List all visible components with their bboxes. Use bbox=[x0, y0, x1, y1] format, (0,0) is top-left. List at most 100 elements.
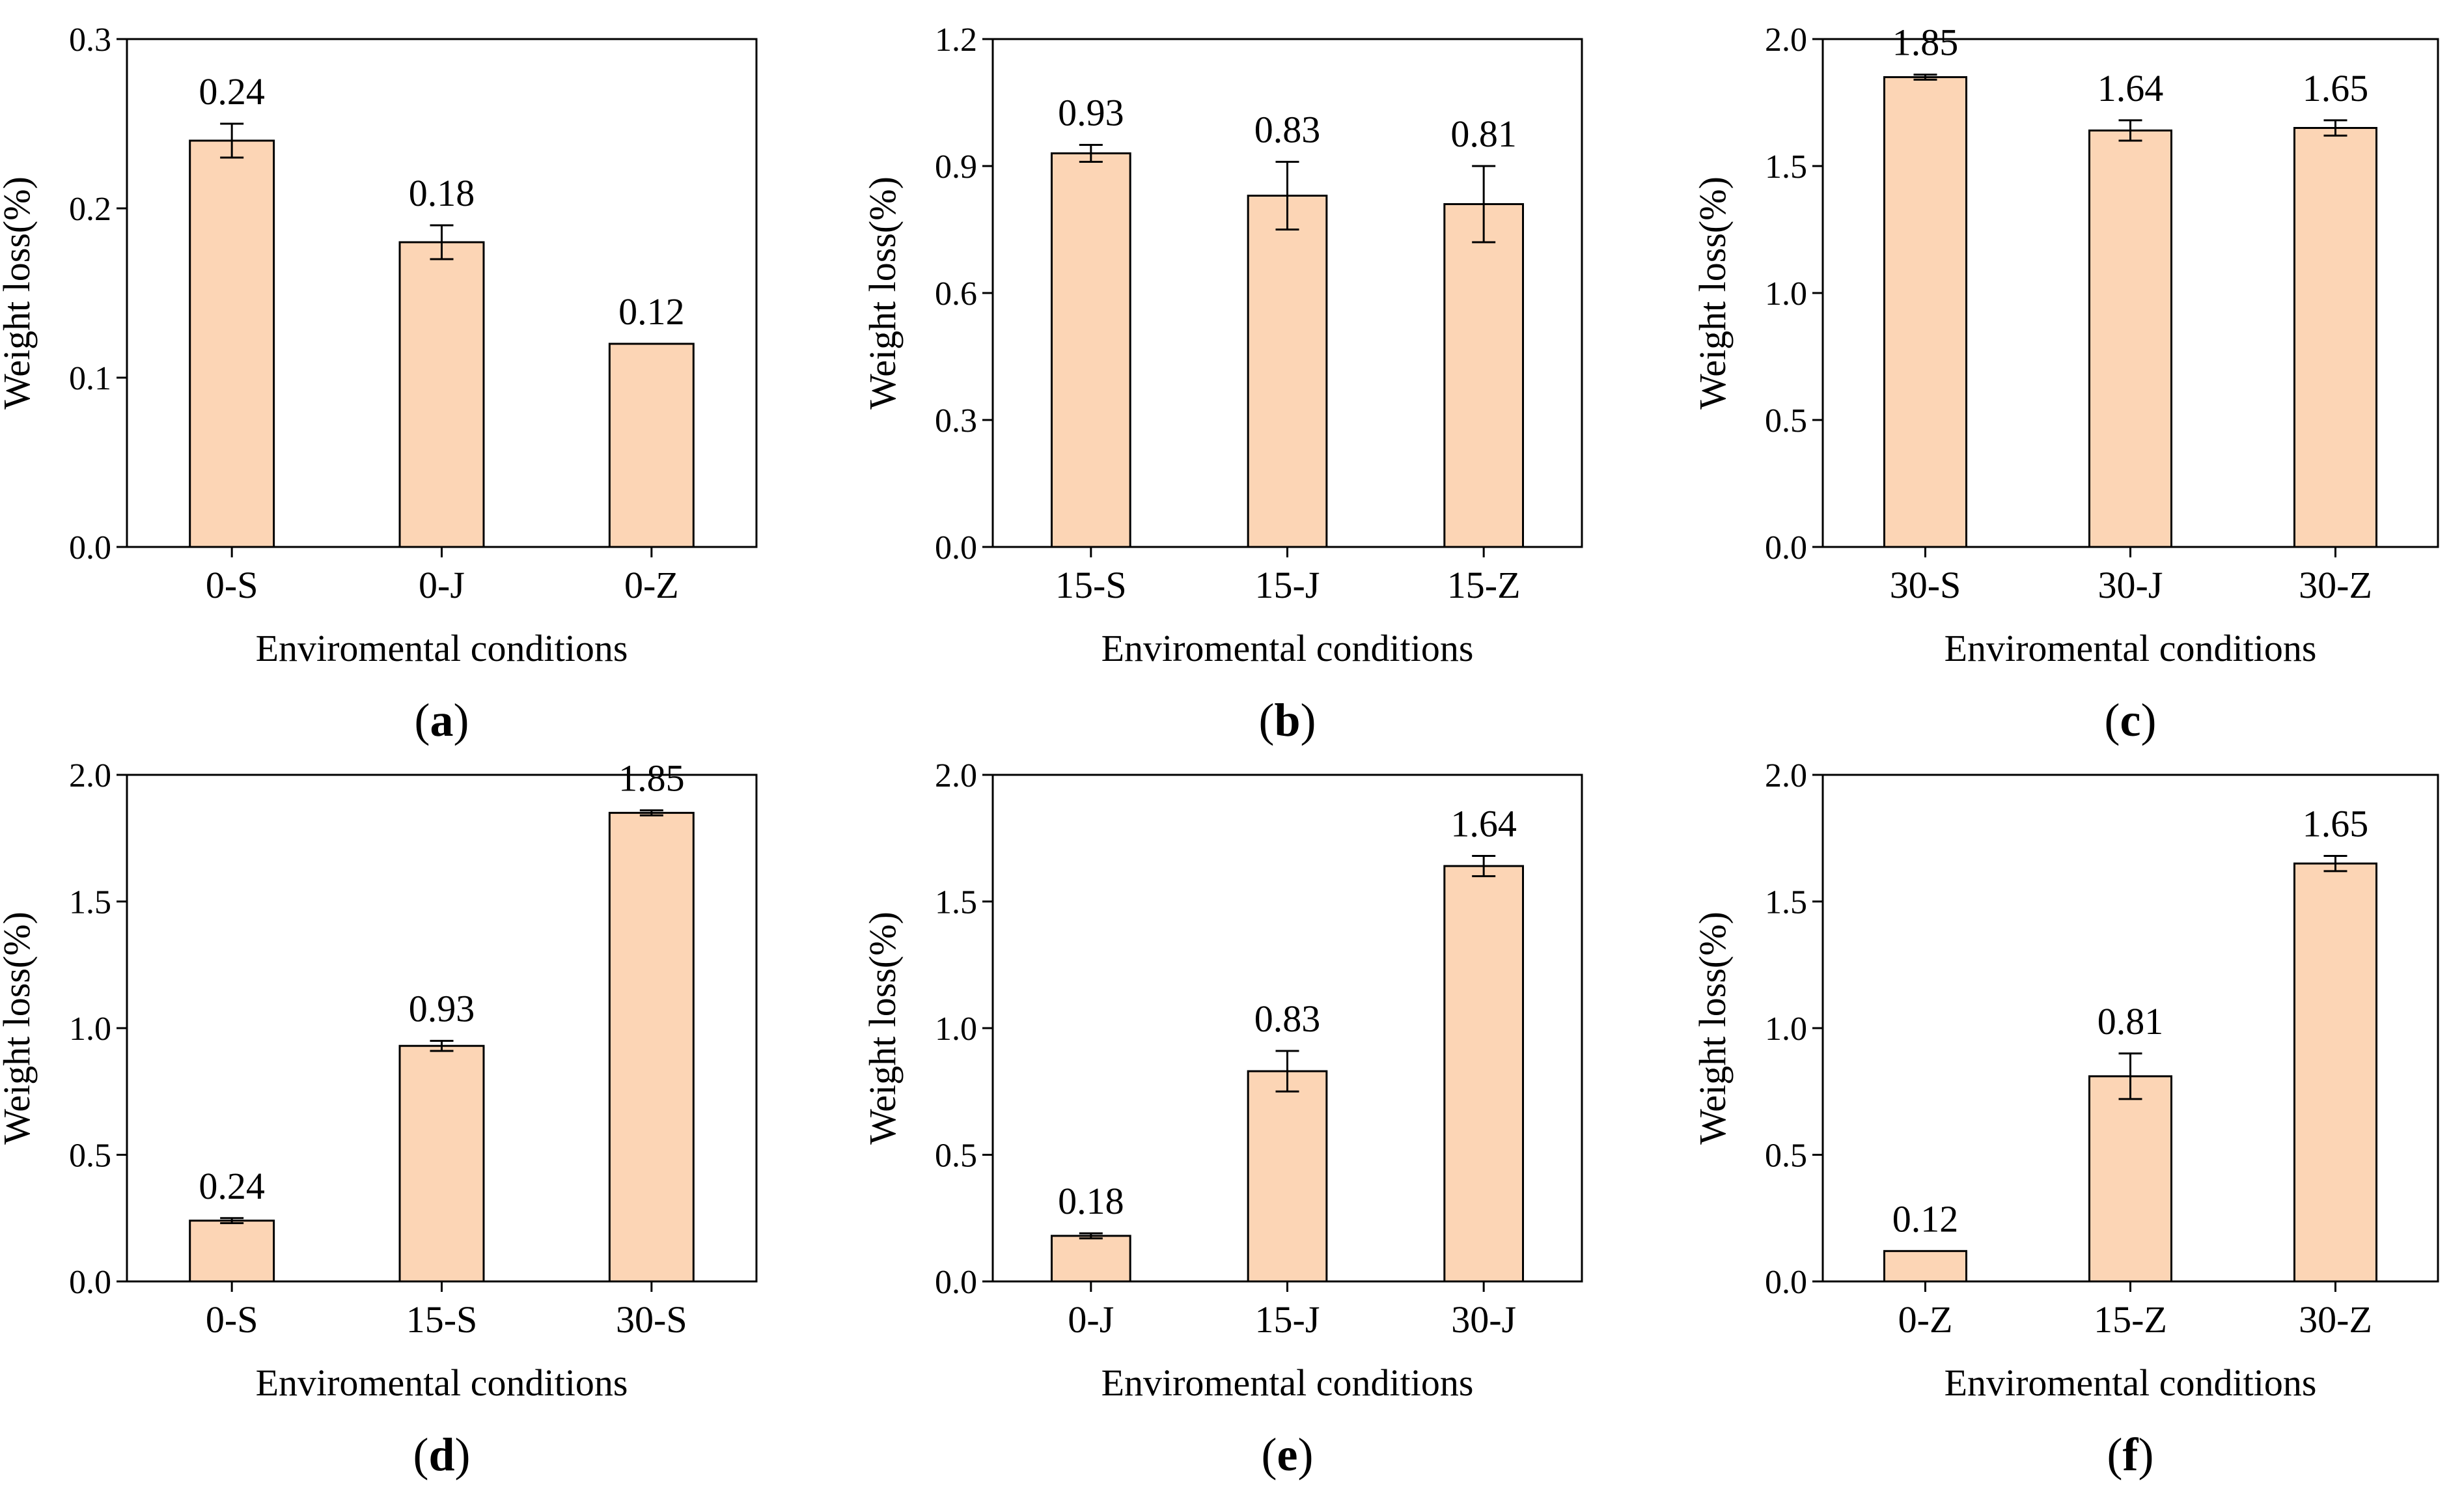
chart-panel-d: 0.0 0.5 1.0 1.5 2.0 0.24 0-S 0.93 15-S 1.85 30-S En… bbox=[0, 757, 758, 1481]
y-axis-title: Weight loss(%) bbox=[0, 176, 38, 410]
x-tick-label: 0-J bbox=[419, 564, 465, 606]
data-label: 0.18 bbox=[1058, 1180, 1124, 1222]
y-tick-label: 0.0 bbox=[935, 529, 977, 566]
bar-30-J[interactable] bbox=[1443, 865, 1524, 1283]
caption-paren-close: ) bbox=[1297, 1429, 1313, 1481]
caption-paren-close: ) bbox=[2140, 694, 2156, 746]
y-tick-label: 2.0 bbox=[1765, 757, 1807, 794]
caption-letter: e bbox=[1277, 1429, 1298, 1481]
x-tick-label: 30-S bbox=[1890, 564, 1961, 606]
bar-15-J[interactable] bbox=[1247, 195, 1328, 548]
x-tick-label: 15-Z bbox=[1447, 564, 1521, 606]
y-tick-label: 0.5 bbox=[1765, 402, 1807, 440]
caption-paren-close: ) bbox=[2138, 1429, 2153, 1481]
data-label: 1.65 bbox=[2303, 67, 2369, 109]
bar-15-Z[interactable] bbox=[2088, 1075, 2172, 1283]
caption-letter: a bbox=[430, 694, 454, 746]
y-tick-label: 0.0 bbox=[69, 1264, 111, 1301]
y-tick-label: 1.0 bbox=[1765, 275, 1807, 313]
bar-0-Z[interactable] bbox=[1883, 1250, 1967, 1283]
y-tick-label: 0.3 bbox=[69, 21, 111, 59]
y-tick-label: 0.0 bbox=[935, 1264, 977, 1301]
bar-30-Z[interactable] bbox=[2293, 862, 2377, 1283]
y-tick-label: 1.2 bbox=[935, 21, 977, 59]
x-tick-label: 0-S bbox=[206, 1298, 258, 1341]
data-label: 0.83 bbox=[1254, 109, 1321, 151]
panel-caption: (c) bbox=[2105, 694, 2157, 746]
y-tick-label: 0.6 bbox=[935, 275, 977, 313]
data-label: 1.64 bbox=[1450, 802, 1517, 845]
bar-30-S[interactable] bbox=[1883, 76, 1967, 548]
bar-0-J[interactable] bbox=[398, 241, 485, 548]
bar-15-Z[interactable] bbox=[1443, 203, 1524, 548]
data-label: 0.12 bbox=[1892, 1197, 1959, 1240]
data-label: 1.65 bbox=[2303, 802, 2369, 845]
y-axis-title: Weight loss(%) bbox=[861, 176, 904, 410]
y-tick-label: 0.0 bbox=[1765, 529, 1807, 566]
x-tick-label: 0-Z bbox=[1898, 1298, 1953, 1341]
caption-paren-open: ( bbox=[1262, 1429, 1277, 1481]
y-axis-title: Weight loss(%) bbox=[1691, 912, 1734, 1145]
caption-paren-open: ( bbox=[2105, 694, 2120, 746]
data-label: 0.24 bbox=[199, 1165, 265, 1207]
bar-15-J[interactable] bbox=[1247, 1070, 1328, 1283]
caption-letter: b bbox=[1274, 694, 1300, 746]
x-tick-label: 15-S bbox=[1055, 564, 1127, 606]
bar-0-S[interactable] bbox=[189, 1220, 275, 1283]
chart-panel-e: 0.0 0.5 1.0 1.5 2.0 0.18 0-J 0.83 15-J 1.64 30-J En… bbox=[861, 757, 1583, 1481]
data-label: 1.85 bbox=[1892, 21, 1959, 64]
data-label: 0.12 bbox=[618, 290, 685, 333]
y-tick-label: 1.0 bbox=[935, 1011, 977, 1048]
panel-caption: (a) bbox=[415, 694, 469, 746]
data-label: 0.93 bbox=[1058, 92, 1124, 134]
caption-letter: c bbox=[2120, 694, 2141, 746]
y-tick-label: 1.5 bbox=[1765, 148, 1807, 186]
bar-15-S[interactable] bbox=[398, 1044, 485, 1283]
y-tick-label: 1.5 bbox=[69, 884, 111, 921]
chart-panel-b: 0.0 0.3 0.6 0.9 1.2 0.93 15-S 0.83 15-J 0.81 15-Z E… bbox=[861, 21, 1583, 746]
caption-letter: d bbox=[428, 1429, 454, 1481]
bar-30-J[interactable] bbox=[2088, 129, 2172, 548]
x-tick-label: 15-Z bbox=[2094, 1298, 2167, 1341]
x-axis-title: Enviromental conditions bbox=[1101, 627, 1474, 669]
x-tick-label: 30-Z bbox=[2299, 1298, 2372, 1341]
panel-caption: (d) bbox=[413, 1429, 470, 1481]
y-axis-title: Weight loss(%) bbox=[1691, 176, 1734, 410]
caption-letter: f bbox=[2123, 1429, 2139, 1481]
bar-30-Z[interactable] bbox=[2293, 127, 2377, 548]
x-axis-title: Enviromental conditions bbox=[256, 627, 628, 669]
panel-caption: (f) bbox=[2107, 1429, 2154, 1481]
caption-paren-open: ( bbox=[1258, 694, 1274, 746]
bar-15-S[interactable] bbox=[1051, 152, 1131, 548]
y-tick-label: 1.0 bbox=[1765, 1011, 1807, 1048]
data-label: 0.81 bbox=[1450, 113, 1517, 155]
data-label: 0.93 bbox=[409, 987, 475, 1029]
y-tick-label: 0.5 bbox=[1765, 1138, 1807, 1175]
y-tick-label: 0.9 bbox=[935, 148, 977, 186]
y-tick-label: 1.0 bbox=[69, 1011, 111, 1048]
bar-0-J[interactable] bbox=[1051, 1235, 1131, 1283]
chart-panel-c: 0.0 0.5 1.0 1.5 2.0 1.85 30-S 1.64 30-J 1.65 30-Z E… bbox=[1691, 21, 2439, 746]
caption-paren-open: ( bbox=[2107, 1429, 2123, 1481]
data-label: 0.83 bbox=[1254, 998, 1321, 1040]
bar-30-S[interactable] bbox=[608, 811, 695, 1283]
chart-panel-a: 0.0 0.1 0.2 0.3 0.24 0-S 0.18 0-J 0.12 0-Z Envirom… bbox=[0, 21, 758, 746]
data-label: 1.64 bbox=[2097, 67, 2164, 109]
bar-0-Z[interactable] bbox=[608, 342, 695, 548]
y-tick-label: 0.5 bbox=[69, 1138, 111, 1175]
x-tick-label: 15-S bbox=[406, 1298, 478, 1341]
x-tick-label: 30-S bbox=[616, 1298, 687, 1341]
panel-caption: (b) bbox=[1258, 694, 1316, 746]
caption-paren-close: ) bbox=[455, 1429, 471, 1481]
caption-paren-open: ( bbox=[415, 694, 430, 746]
x-axis-title: Enviromental conditions bbox=[256, 1362, 628, 1404]
x-tick-label: 15-J bbox=[1255, 1298, 1320, 1341]
x-tick-label: 30-J bbox=[1451, 1298, 1516, 1341]
y-tick-label: 0.0 bbox=[1765, 1264, 1807, 1301]
y-tick-label: 0.1 bbox=[69, 360, 111, 397]
data-label: 0.24 bbox=[199, 70, 265, 113]
x-tick-label: 15-J bbox=[1255, 564, 1320, 606]
bar-0-S[interactable] bbox=[189, 139, 275, 548]
x-axis-title: Enviromental conditions bbox=[1945, 627, 2317, 669]
